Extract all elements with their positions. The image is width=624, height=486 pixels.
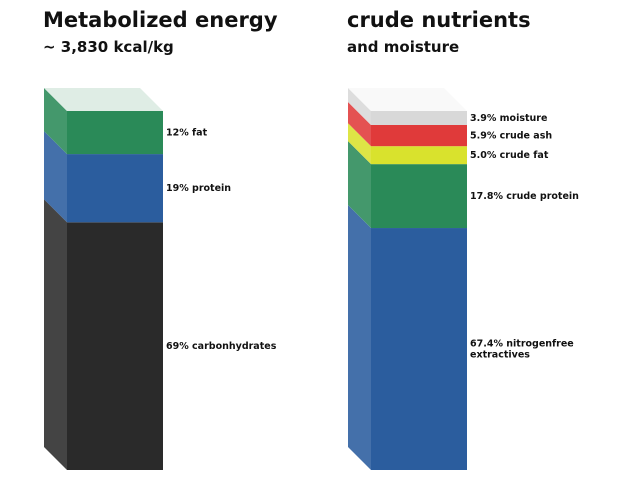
right-segment-2 [371,146,467,165]
right-segment-1 [371,164,467,229]
left-segment-1 [67,154,163,223]
right-segment-2-side [348,123,371,165]
right-chart-title: crude nutrients [347,8,531,32]
right-segment-4-label: 3.9% moisture [470,113,547,124]
right-segment-3 [371,125,467,147]
right-segment-3-side [348,102,371,147]
right-segment-0-side [348,205,371,470]
left-segment-1-side [44,131,67,223]
left-segment-2 [67,111,163,155]
right-segment-0 [371,228,467,470]
left-segment-0-label: 69% carbonhydrates [166,341,277,352]
right-segment-2-label: 5.0% crude fat [470,150,549,161]
left-column-top-face [44,88,163,111]
left-segment-2-side [44,88,67,155]
left-segment-0-side [44,199,67,471]
left-segment-0 [67,222,163,470]
left-stacked-column: 69% carbonhydrates 19% protein 12% fat [44,88,277,471]
left-chart-subtitle: ~ 3,830 kcal/kg [43,38,174,56]
left-segment-1-label: 19% protein [166,183,231,194]
right-segment-1-side [348,141,371,229]
right-segment-0-label-line-0: 67.4% nitrogenfree [470,339,574,350]
left-segment-2-label: 12% fat [166,128,208,139]
right-segment-4 [371,111,467,126]
right-column-top-face [348,88,467,111]
right-segment-1-label: 17.8% crude protein [470,191,579,202]
right-segment-3-label: 5.9% crude ash [470,131,552,142]
right-segment-4-side [348,88,371,126]
right-segment-0-label-line-1: extractives [470,350,530,361]
right-chart-subtitle: and moisture [347,38,460,56]
left-chart-title: Metabolized energy [43,8,278,32]
